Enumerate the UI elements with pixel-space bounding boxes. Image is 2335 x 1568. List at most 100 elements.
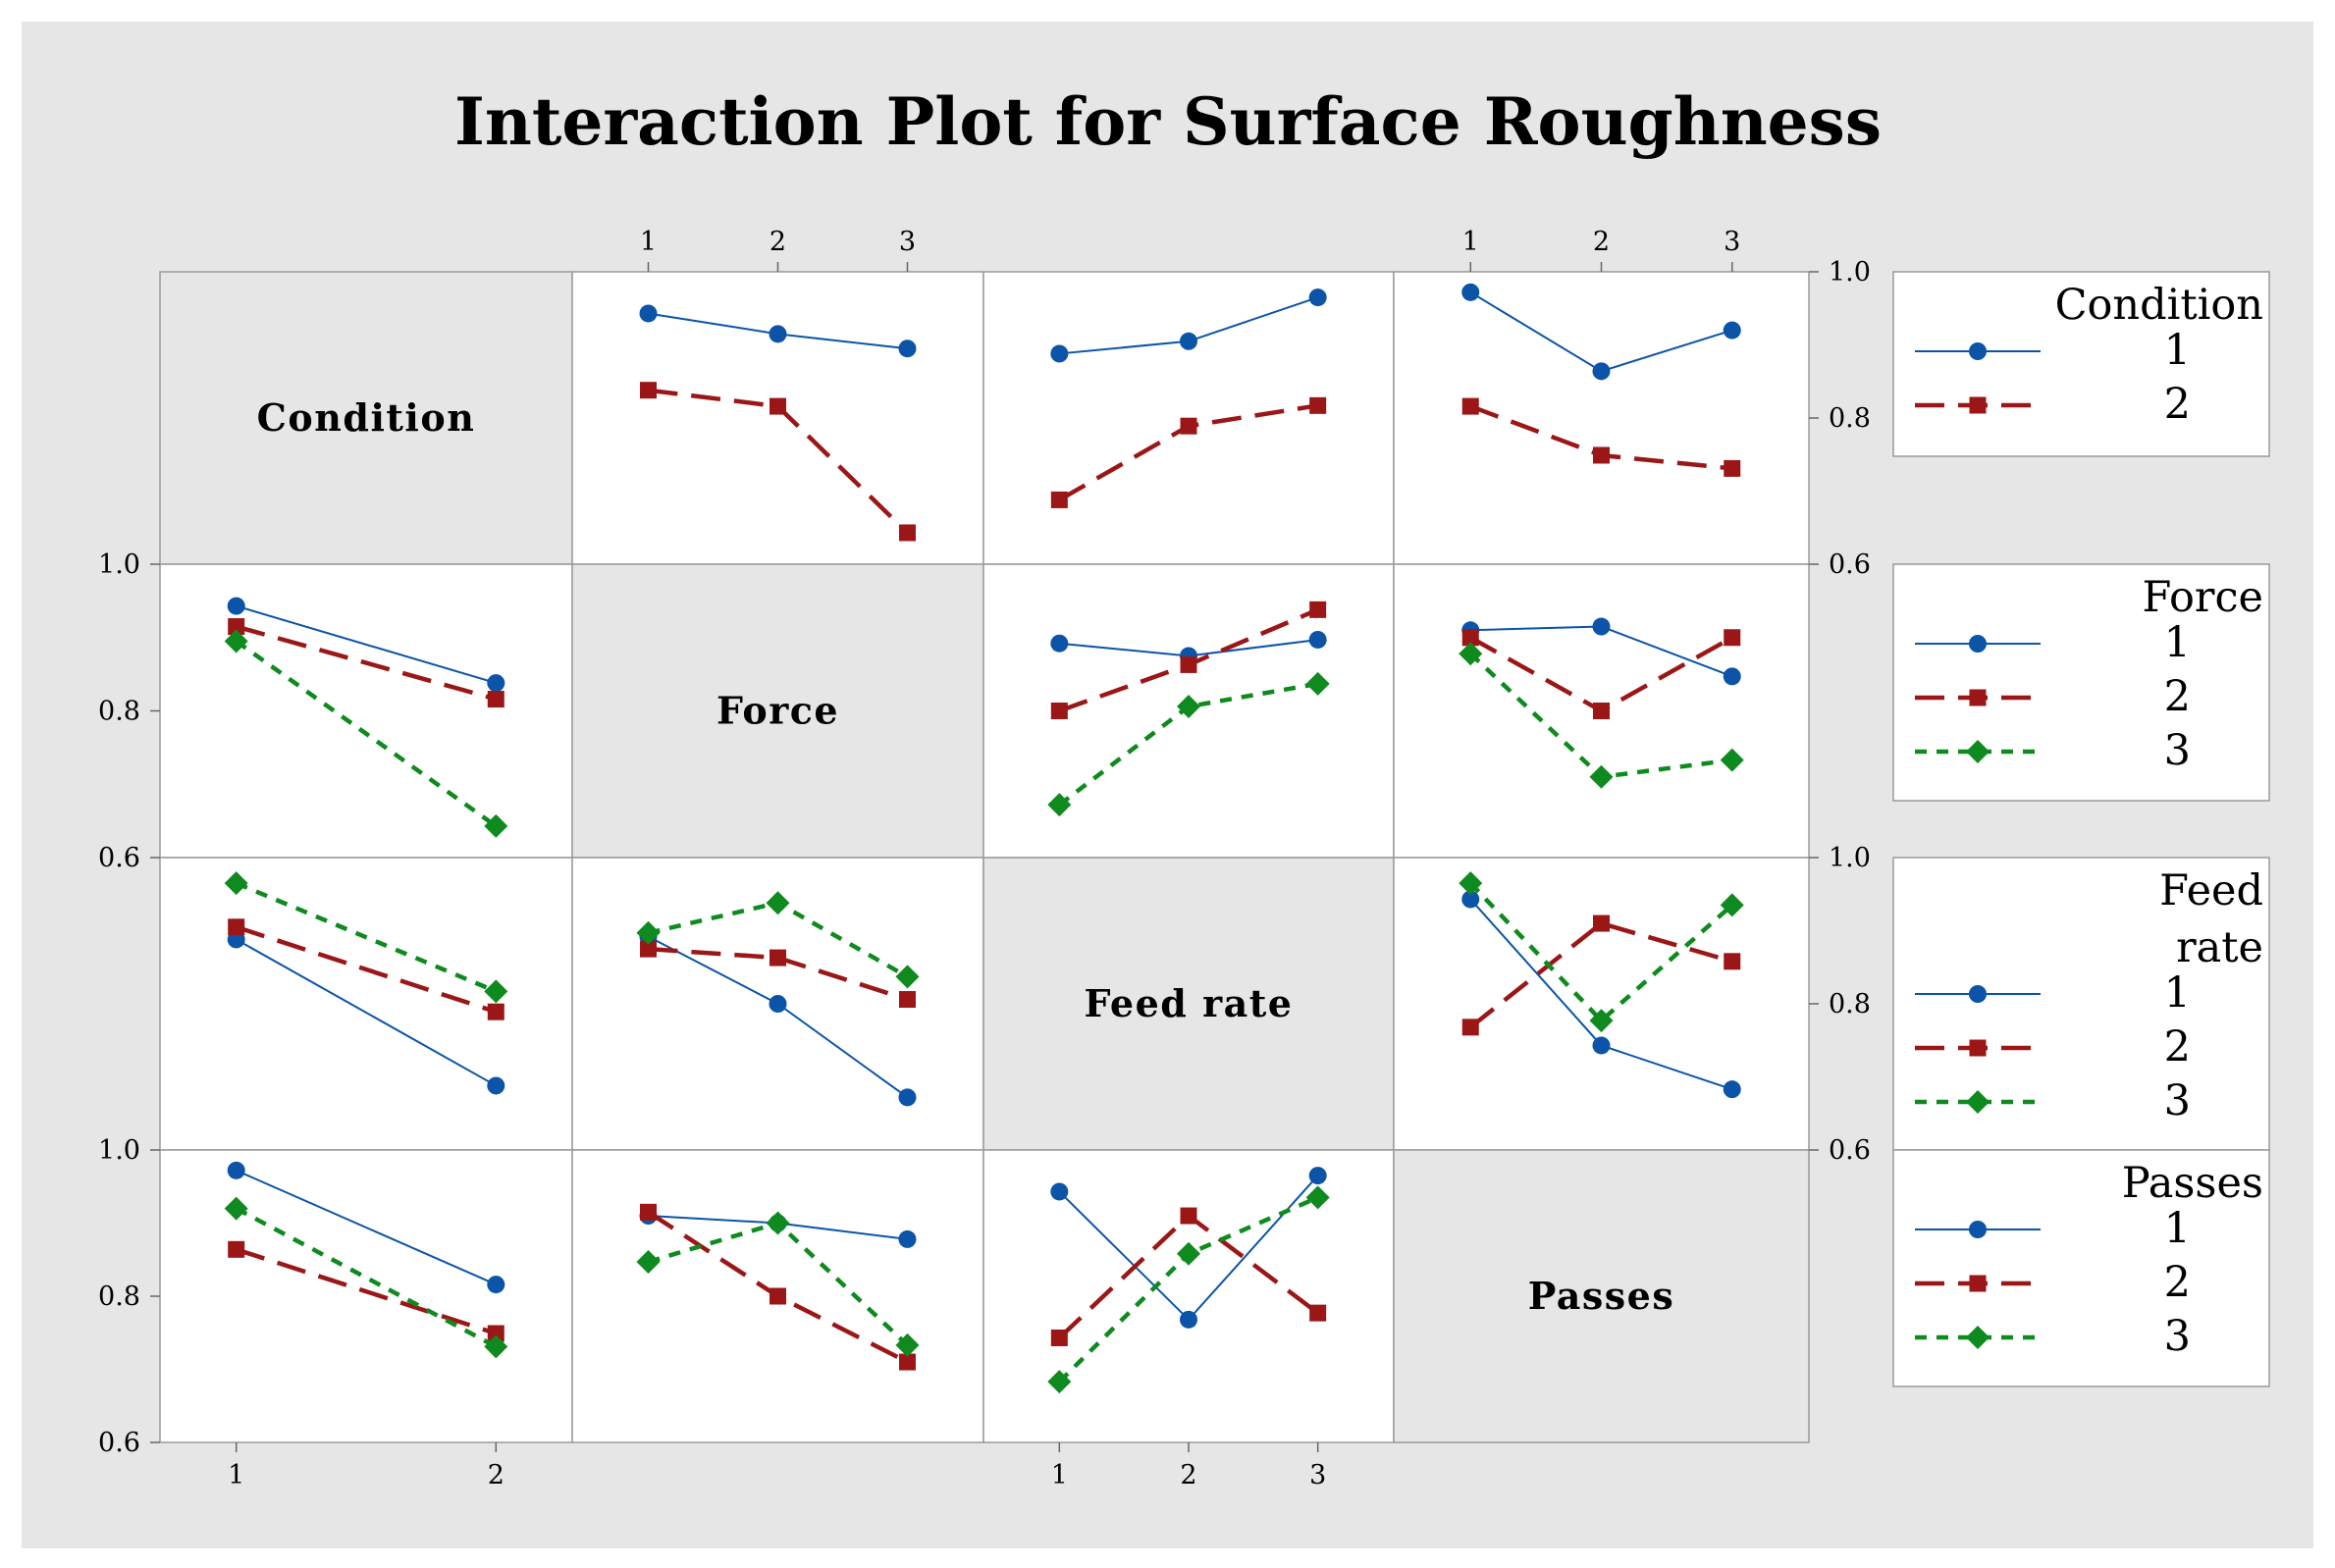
data-point [1461,1019,1479,1036]
data-point [1177,1241,1200,1266]
diagonal-label: Passes [1528,1274,1675,1318]
data-point [640,1203,658,1221]
x-tick-label: 2 [769,227,786,257]
chart-title: Interaction Plot for Surface Roughness [454,83,1882,160]
data-point [1592,1036,1611,1055]
legend-entry-label: 3 [2164,726,2191,775]
data-point [1589,1009,1614,1033]
legend-title: rate [2176,923,2263,972]
data-point [1047,793,1072,817]
data-point [1308,1167,1327,1185]
legend-marker [1969,396,1987,414]
data-point [1461,629,1479,647]
data-point [1180,332,1197,350]
data-point [640,382,658,399]
data-point [766,891,790,915]
y-tick-label: 0.8 [98,697,140,727]
x-tick-label: 3 [899,227,916,257]
x-tick-label: 2 [1180,1460,1196,1490]
data-point [228,618,245,636]
y-tick-label: 0.8 [1829,989,1871,1019]
legend-box [1892,1149,2270,1387]
data-point [639,304,658,323]
legend-marker [1969,342,1987,360]
y-tick-label: 0.6 [1829,549,1871,580]
data-point [1050,1182,1069,1201]
data-point [769,1287,786,1305]
legend-marker [1969,985,1987,1003]
x-tick-label: 1 [640,227,657,257]
data-point [1724,953,1741,970]
series-line [235,1206,498,1349]
legend-entry-label: 1 [2164,618,2191,667]
legend-marker [1969,1039,1987,1057]
legend-title: Force [2143,573,2263,622]
data-point [224,1196,248,1221]
legend-box [1892,857,2270,1151]
plot-panel [571,271,984,565]
legend-title: Feed [2159,866,2263,915]
y-tick-label: 1.0 [1829,843,1871,873]
data-point [895,965,920,989]
legend-entry-label: 1 [2164,1204,2191,1253]
data-point [636,1249,661,1274]
legend-title: Condition [2055,281,2263,330]
data-point [227,597,245,615]
legend-entry-label: 2 [2164,380,2191,429]
plot-panel [982,1149,1395,1443]
legend-entry-label: 1 [2164,326,2191,375]
y-tick-label: 0.8 [98,1281,140,1312]
y-tick-label: 0.6 [1829,1135,1871,1166]
x-tick-label: 2 [488,1460,504,1490]
data-point [487,691,504,708]
data-point [1723,1080,1741,1099]
y-tick-label: 0.8 [1829,403,1871,434]
data-point [487,674,505,693]
data-point [484,1334,508,1359]
data-point [1724,459,1741,477]
series-line [235,639,498,828]
data-point [1593,446,1610,464]
data-point [1459,871,1483,896]
plot-panel [159,1149,573,1443]
data-point [1589,764,1614,789]
series-line [236,604,497,685]
data-point [1592,617,1611,636]
panel-grid: Condition Force Feed rate Passes 1 2 1 2 3 1 2 3 1 2 3… [98,227,1871,1490]
data-point [1050,703,1068,719]
legend-box [1892,563,2270,802]
data-point [1305,1185,1330,1210]
data-point [1308,288,1327,307]
data-point [487,1003,504,1020]
data-point [769,397,786,415]
diagonal-panel [1393,1149,1810,1443]
plot-panel [1393,271,1810,565]
data-point [898,1088,917,1107]
series-line [236,1169,497,1285]
series-line [236,938,497,1087]
data-point [1461,890,1480,909]
data-point [1050,344,1069,363]
series-line [1468,920,1733,1029]
data-point [895,1333,920,1357]
data-point [1720,748,1744,772]
diagonal-panel [571,563,984,859]
legend-title: Passes [2122,1159,2263,1208]
plot-panel [159,857,573,1151]
x-tick-label: 1 [1462,227,1479,257]
plot-panel [1393,857,1810,1151]
diagonal-panel [982,857,1395,1151]
data-point [636,920,661,945]
data-point [640,940,658,958]
diagonal-label: Condition [257,395,476,440]
legend-entry-label: 1 [2164,968,2191,1018]
diagonal-panel [159,271,573,565]
x-tick-label: 1 [1051,1460,1068,1490]
legend-marker [1969,1275,1987,1292]
data-point [224,629,248,653]
legend-marker [1969,689,1987,706]
y-tick-label: 0.6 [98,843,140,873]
